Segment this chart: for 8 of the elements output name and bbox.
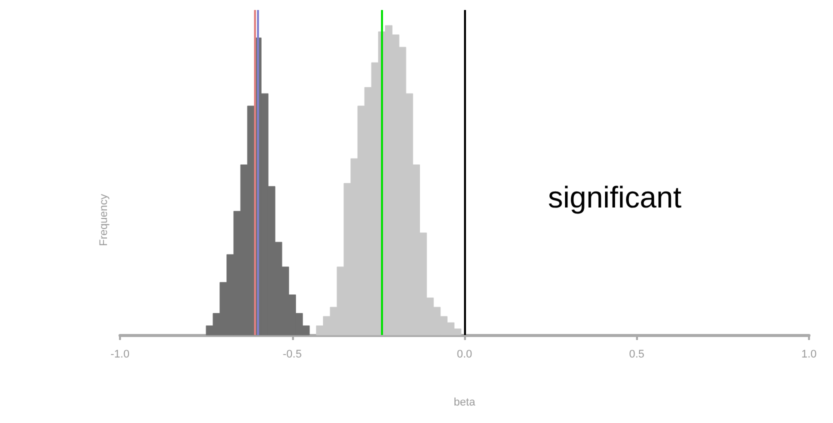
x-tick-label: -0.5: [282, 348, 302, 360]
x-axis-title: beta: [454, 396, 476, 408]
y-axis-title: Frequency: [98, 194, 110, 246]
annotation: significant: [548, 182, 682, 214]
x-tick-label: -1.0: [110, 348, 130, 360]
x-tick-label: 0.5: [629, 348, 644, 360]
x-tick-label: 0.0: [456, 348, 472, 360]
x-tick-label: 1.0: [801, 348, 817, 360]
